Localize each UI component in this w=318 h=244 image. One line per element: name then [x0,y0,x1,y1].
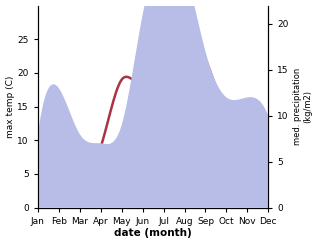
X-axis label: date (month): date (month) [114,228,192,238]
Y-axis label: max temp (C): max temp (C) [5,75,15,138]
Y-axis label: med. precipitation
(kg/m2): med. precipitation (kg/m2) [293,68,313,145]
